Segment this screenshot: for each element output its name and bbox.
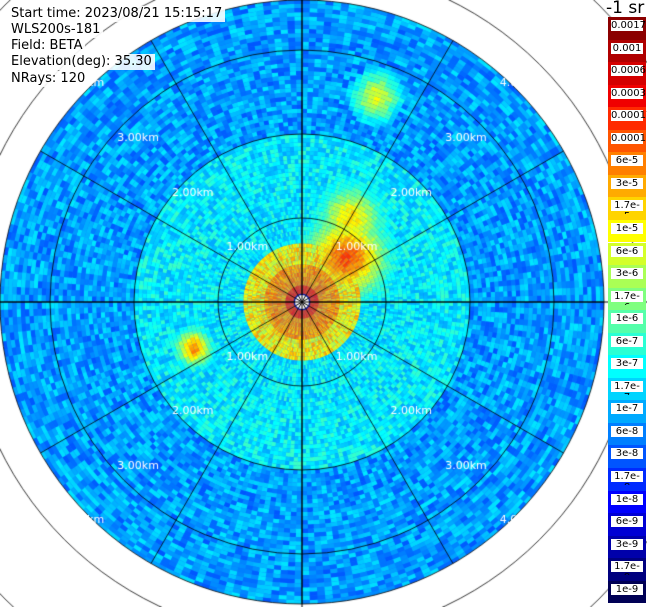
colorbar-fill bbox=[608, 530, 646, 536]
colorbar-swatch: 0.00017 bbox=[608, 107, 647, 125]
colorbar-swatch: 1.7e-6 bbox=[608, 287, 646, 313]
colorbar-fill bbox=[608, 259, 646, 266]
colorbar-fill bbox=[608, 124, 646, 130]
colorbar-fill bbox=[608, 146, 646, 153]
colorbar-fill bbox=[608, 507, 646, 514]
colorbar-swatch: 0.0017 bbox=[608, 17, 646, 34]
colorbar-fill bbox=[608, 485, 646, 491]
colorbar-swatch: 0.0006 bbox=[608, 62, 646, 80]
colorbar-title: -1 sr bbox=[606, 0, 645, 18]
colorbar-fill bbox=[608, 349, 646, 356]
colorbar-fill bbox=[608, 236, 646, 243]
colorbar-swatch: 6e-9 bbox=[608, 513, 646, 531]
colorbar-fill bbox=[608, 191, 646, 198]
colorbar-fill bbox=[608, 372, 646, 378]
colorbar-fill bbox=[608, 56, 646, 63]
colorbar-fill bbox=[608, 304, 646, 311]
colorbar-fill bbox=[608, 169, 646, 175]
colorbar-swatch: 1.7e-8 bbox=[608, 468, 646, 493]
colorbar-fill bbox=[608, 394, 646, 401]
colorbar-swatch: 1.7e-5 bbox=[608, 197, 646, 222]
colorbar-fill bbox=[608, 327, 646, 333]
colorbar-fill bbox=[608, 101, 646, 108]
start-time-label: Start time: 2023/08/21 15:15:17 bbox=[8, 6, 226, 22]
colorbar-swatch: 0.0003 bbox=[608, 84, 646, 102]
colorbar-swatch: 6e-6 bbox=[608, 242, 646, 260]
colorbar-swatch: 3e-9 bbox=[608, 535, 646, 553]
colorbar-swatch: 6e-7 bbox=[608, 332, 646, 350]
colorbar-swatch: 0.001 bbox=[608, 39, 646, 57]
colorbar-fill bbox=[608, 417, 646, 423]
colorbar-fill bbox=[608, 552, 646, 559]
colorbar-swatch: 1e-8 bbox=[608, 490, 646, 508]
colorbar-swatch: 1e-6 bbox=[608, 310, 646, 328]
colorbar-fill bbox=[608, 462, 646, 468]
colorbar-swatch: 6e-8 bbox=[608, 422, 646, 440]
colorbar-swatch: 3e-8 bbox=[608, 445, 646, 463]
colorbar-fill bbox=[608, 282, 646, 288]
instrument-label: WLS200s-181 bbox=[8, 22, 104, 38]
colorbar-swatch: 3e-5 bbox=[608, 174, 646, 192]
colorbar-fill bbox=[608, 439, 646, 446]
colorbar-swatch: 6e-5 bbox=[608, 152, 646, 170]
colorbar-swatch: 3e-7 bbox=[608, 355, 646, 373]
nrays-label: NRays: 120 bbox=[8, 71, 89, 87]
colorbar-swatch: 3e-6 bbox=[608, 265, 646, 283]
colorbar-fill bbox=[608, 34, 646, 40]
colorbar-fill bbox=[608, 597, 646, 604]
colorbar-fill bbox=[608, 575, 646, 581]
colorbar-swatch: 1.7e-9 bbox=[608, 558, 646, 583]
colorbar-swatch: 1e-5 bbox=[608, 219, 646, 237]
colorbar-swatch: 1e-7 bbox=[608, 400, 646, 418]
field-label: Field: BETA bbox=[8, 38, 86, 54]
colorbar-fill bbox=[608, 214, 646, 220]
colorbar-swatch: 1e-9 bbox=[608, 580, 646, 598]
colorbar-swatch: 0.0001 bbox=[608, 129, 646, 147]
colorbar-fill bbox=[608, 79, 646, 85]
elevation-label: Elevation(deg): 35.30 bbox=[8, 54, 155, 70]
colorbar-swatch: 1.7e-7 bbox=[608, 377, 646, 403]
